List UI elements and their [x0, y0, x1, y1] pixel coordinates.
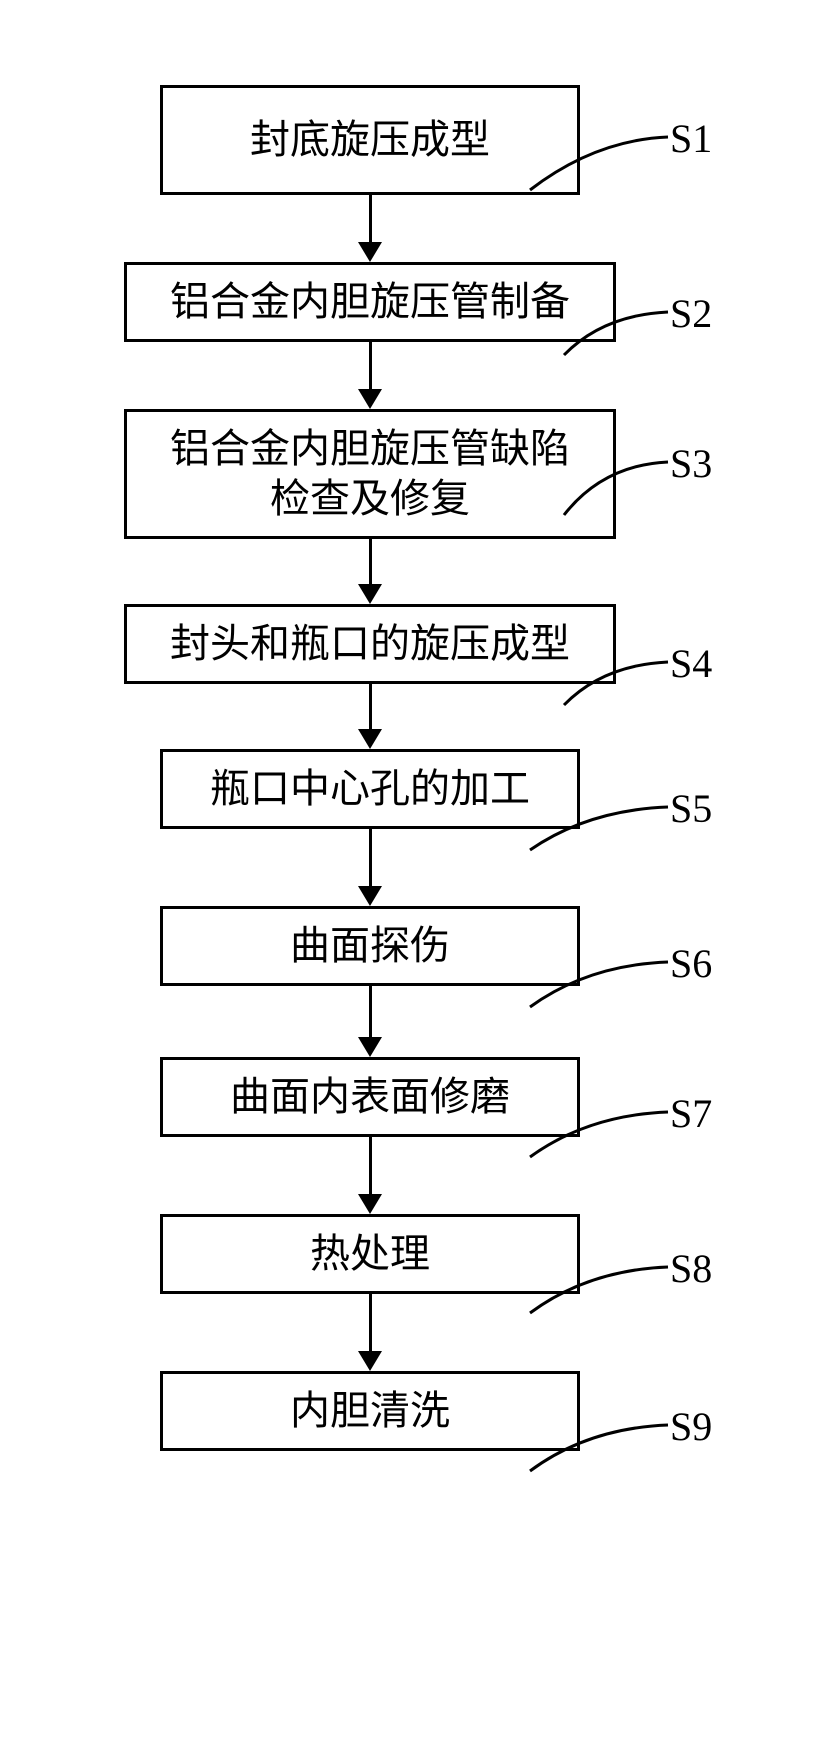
step-label-s4: S4 — [670, 640, 712, 687]
step-s5: 瓶口中心孔的加工 — [110, 749, 630, 906]
step-s3: 铝合金内胆旋压管缺陷检查及修复 — [110, 409, 630, 604]
arrow-down — [358, 986, 382, 1057]
step-s9: 内胆清洗 — [110, 1371, 630, 1451]
step-box: 铝合金内胆旋压管缺陷检查及修复 — [124, 409, 616, 539]
step-label-s6: S6 — [670, 940, 712, 987]
step-box: 瓶口中心孔的加工 — [160, 749, 580, 829]
step-box: 曲面探伤 — [160, 906, 580, 986]
step-label-s9: S9 — [670, 1403, 712, 1450]
step-label-s7: S7 — [670, 1090, 712, 1137]
arrow-down — [358, 342, 382, 409]
arrow-down — [358, 1137, 382, 1214]
step-s8: 热处理 — [110, 1214, 630, 1371]
step-s2: 铝合金内胆旋压管制备 — [110, 262, 630, 409]
flowchart-container: 封底旋压成型铝合金内胆旋压管制备铝合金内胆旋压管缺陷检查及修复封头和瓶口的旋压成… — [110, 85, 630, 1451]
step-box: 铝合金内胆旋压管制备 — [124, 262, 616, 342]
step-s6: 曲面探伤 — [110, 906, 630, 1057]
step-box: 封底旋压成型 — [160, 85, 580, 195]
step-label-s8: S8 — [670, 1245, 712, 1292]
arrow-down — [358, 829, 382, 906]
arrow-down — [358, 684, 382, 749]
step-box: 内胆清洗 — [160, 1371, 580, 1451]
step-box: 封头和瓶口的旋压成型 — [124, 604, 616, 684]
arrow-down — [358, 195, 382, 262]
step-label-s2: S2 — [670, 290, 712, 337]
arrow-down — [358, 1294, 382, 1371]
step-label-s3: S3 — [670, 440, 712, 487]
step-box: 热处理 — [160, 1214, 580, 1294]
step-s1: 封底旋压成型 — [110, 85, 630, 262]
step-label-s5: S5 — [670, 785, 712, 832]
step-s4: 封头和瓶口的旋压成型 — [110, 604, 630, 749]
step-box: 曲面内表面修磨 — [160, 1057, 580, 1137]
step-label-s1: S1 — [670, 115, 712, 162]
arrow-down — [358, 539, 382, 604]
step-s7: 曲面内表面修磨 — [110, 1057, 630, 1214]
